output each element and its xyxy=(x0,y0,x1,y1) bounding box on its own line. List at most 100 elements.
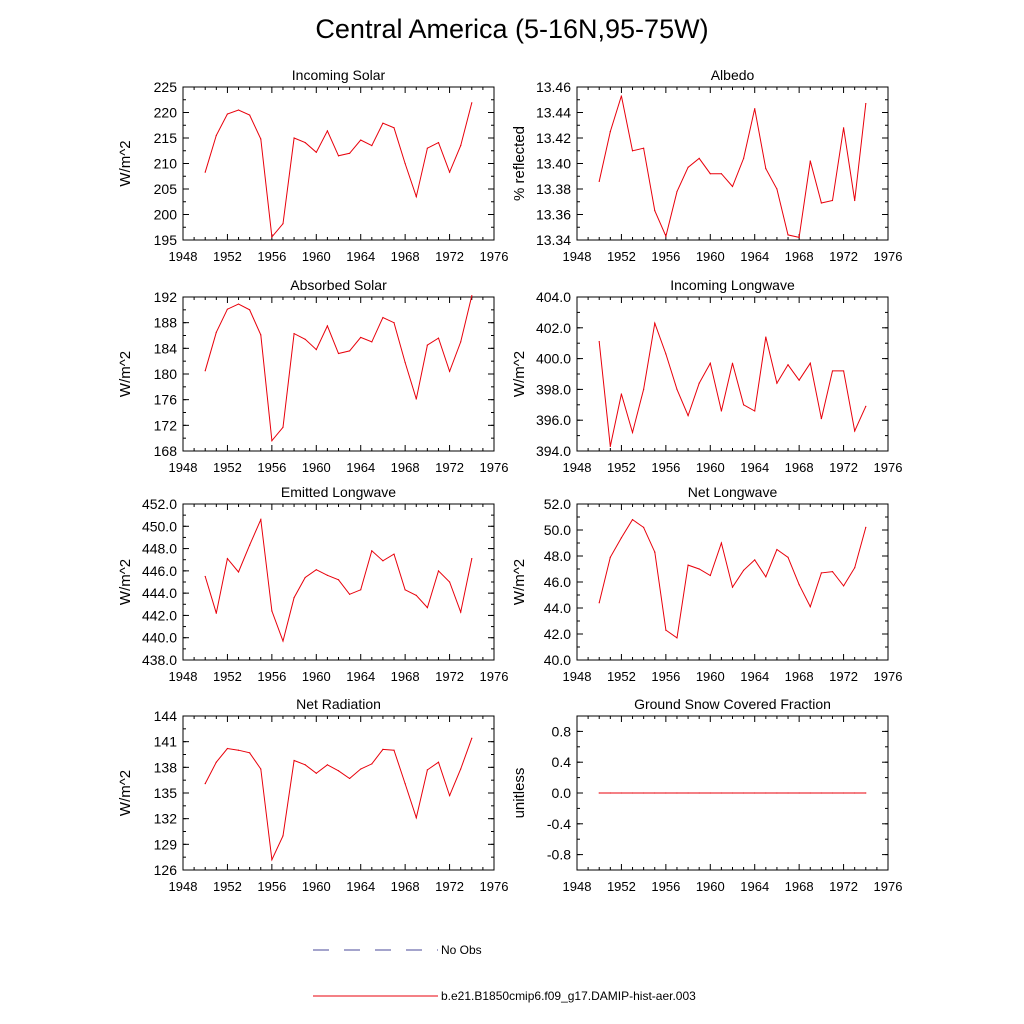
data-point xyxy=(282,426,284,428)
data-point xyxy=(249,544,251,546)
data-point xyxy=(631,431,634,434)
data-point xyxy=(415,817,417,819)
x-tick-label: 1964 xyxy=(346,460,375,475)
data-point xyxy=(765,336,767,338)
y-tick-label: 13.40 xyxy=(536,156,571,172)
data-point xyxy=(809,606,811,608)
data-point xyxy=(215,331,217,333)
data-point xyxy=(865,792,867,794)
y-tick-label: 0.8 xyxy=(552,723,572,739)
data-point xyxy=(631,150,634,152)
data-point xyxy=(382,560,384,562)
data-point xyxy=(598,792,600,794)
data-point xyxy=(687,564,689,566)
y-axis-label: W/m^2 xyxy=(117,770,134,816)
data-point xyxy=(698,792,700,794)
data-point xyxy=(854,430,856,432)
y-tick-label: 205 xyxy=(154,181,178,197)
y-axis-label: W/m^2 xyxy=(117,559,134,605)
y-tick-label: 144 xyxy=(154,708,178,724)
x-tick-label: 1956 xyxy=(651,669,680,684)
x-tick-label: 1976 xyxy=(874,460,903,475)
data-point xyxy=(404,782,406,785)
data-point xyxy=(765,792,767,794)
series-line xyxy=(204,738,473,862)
data-point xyxy=(731,792,734,794)
data-point xyxy=(798,792,800,794)
data-point xyxy=(598,602,600,604)
data-point xyxy=(471,558,473,560)
data-point xyxy=(226,747,229,750)
y-tick-label: 135 xyxy=(154,785,178,801)
data-point xyxy=(798,236,800,239)
x-tick-label: 1968 xyxy=(785,879,814,894)
data-point xyxy=(315,569,317,571)
data-point xyxy=(842,792,845,794)
data-point xyxy=(743,792,745,794)
data-point xyxy=(643,147,645,149)
x-tick-label: 1952 xyxy=(213,460,242,475)
x-tick-label: 1972 xyxy=(829,879,858,894)
y-tick-label: 215 xyxy=(154,130,178,146)
data-point xyxy=(598,341,600,343)
data-point xyxy=(709,574,711,577)
data-point xyxy=(237,749,240,751)
data-point xyxy=(631,519,634,521)
data-point xyxy=(676,637,678,639)
data-point xyxy=(709,792,711,794)
data-point xyxy=(393,553,395,555)
data-point xyxy=(226,558,229,560)
x-tick-label: 1968 xyxy=(391,669,420,684)
x-tick-label: 1976 xyxy=(874,879,903,894)
data-point xyxy=(226,113,229,115)
x-tick-label: 1948 xyxy=(169,460,198,475)
x-tick-label: 1968 xyxy=(785,460,814,475)
data-point xyxy=(698,568,700,570)
data-point xyxy=(743,404,745,406)
data-point xyxy=(754,108,756,110)
y-tick-label: 210 xyxy=(154,156,178,172)
data-point xyxy=(282,223,284,225)
x-tick-label: 1964 xyxy=(740,879,769,894)
data-point xyxy=(204,171,206,173)
data-point xyxy=(237,303,240,305)
x-tick-label: 1964 xyxy=(346,879,375,894)
x-tick-label: 1968 xyxy=(391,879,420,894)
x-tick-label: 1956 xyxy=(257,879,286,894)
data-point xyxy=(676,388,678,390)
chart-panel-5: Emitted Longwave W/m^2 1948 1952 1956 1960 196… xyxy=(117,484,508,684)
data-point xyxy=(654,210,656,212)
data-point xyxy=(842,585,845,587)
data-point xyxy=(776,382,778,384)
y-tick-label: 440.0 xyxy=(142,630,177,646)
data-point xyxy=(293,759,295,762)
plot-frame xyxy=(182,86,495,241)
y-tick-label: 220 xyxy=(154,105,178,121)
y-tick-label: 400.0 xyxy=(536,351,571,367)
data-point xyxy=(315,151,317,153)
data-point xyxy=(720,792,722,794)
chart-panel-6: Net Longwave W/m^2 1948 1952 1956 1960 1964 196… xyxy=(511,484,902,684)
y-tick-label: 50.0 xyxy=(544,522,571,538)
data-point xyxy=(204,575,206,578)
x-tick-label: 1972 xyxy=(829,460,858,475)
legend-label-no-obs: No Obs xyxy=(441,943,482,957)
y-axis-label: W/m^2 xyxy=(511,559,528,605)
data-point xyxy=(371,145,373,147)
data-point xyxy=(271,440,273,442)
y-tick-label: 129 xyxy=(154,836,178,852)
data-point xyxy=(337,155,340,157)
x-tick-label: 1952 xyxy=(607,249,636,264)
data-point xyxy=(865,526,867,529)
data-point xyxy=(337,579,340,581)
data-point xyxy=(643,388,645,390)
data-point xyxy=(371,550,373,552)
y-tick-label: 450.0 xyxy=(142,518,177,534)
data-point xyxy=(687,792,689,794)
y-tick-label: 184 xyxy=(154,340,178,356)
chart-panel-1: Incoming Solar W/m^2 1948 1952 1956 1960 1964 1… xyxy=(117,67,508,264)
data-point xyxy=(326,764,328,766)
series-line xyxy=(598,321,867,447)
legend-label-model: b.e21.B1850cmip6.f09_g17.DAMIP-hist-aer.… xyxy=(441,989,696,1003)
y-tick-label: 52.0 xyxy=(544,496,571,512)
